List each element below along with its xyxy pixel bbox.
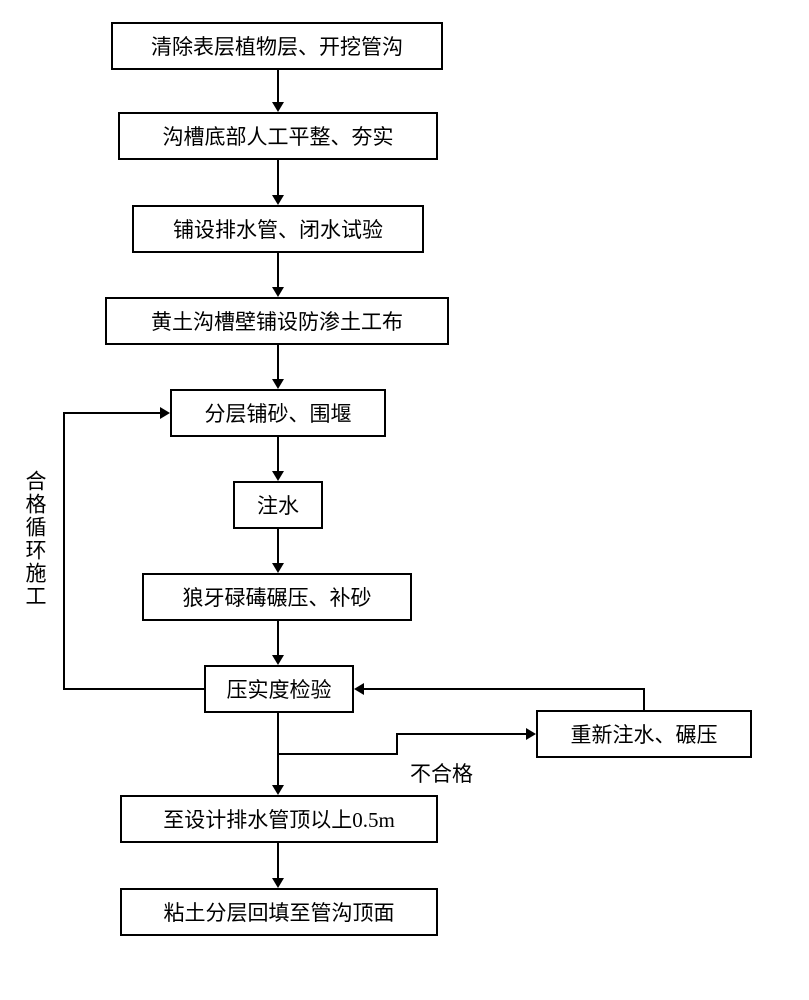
node-label: 狼牙碌碡碾压、补砂 <box>183 582 372 612</box>
arrow-1-2 <box>277 70 279 104</box>
arrowhead-7-8 <box>272 655 284 665</box>
arrow-6-7 <box>277 529 279 565</box>
node-label: 注水 <box>257 490 299 520</box>
arrowhead-9-10 <box>272 878 284 888</box>
node-label: 分层铺砂、围堰 <box>205 398 352 428</box>
n11-back-v <box>643 688 645 710</box>
node-label: 粘土分层回填至管沟顶面 <box>164 897 395 927</box>
node-lay-drain: 铺设排水管、闭水试验 <box>132 205 424 253</box>
label-unqualified: 不合格 <box>410 758 473 788</box>
arrowhead-branch-n11 <box>526 728 536 740</box>
arrowhead-6-7 <box>272 563 284 573</box>
node-geotextile: 黄土沟槽壁铺设防渗土工布 <box>105 297 449 345</box>
node-label: 压实度检验 <box>227 674 332 704</box>
node-water-inject: 注水 <box>233 481 323 529</box>
node-compaction-test: 压实度检验 <box>204 665 354 713</box>
branch-to-n11-v <box>396 733 398 755</box>
arrow-5-6 <box>277 437 279 473</box>
loop-left-vertical <box>63 412 65 690</box>
node-layered-sand: 分层铺砂、围堰 <box>170 389 386 437</box>
arrowhead-1-2 <box>272 102 284 112</box>
arrowhead-5-6 <box>272 471 284 481</box>
node-design-height: 至设计排水管顶以上0.5m <box>120 795 438 843</box>
arrowhead-loop-left <box>160 407 170 419</box>
flowchart-container: 清除表层植物层、开挖管沟 沟槽底部人工平整、夯实 铺设排水管、闭水试验 黄土沟槽… <box>0 0 809 1000</box>
node-label: 至设计排水管顶以上0.5m <box>163 804 395 834</box>
node-clear-surface: 清除表层植物层、开挖管沟 <box>111 22 443 70</box>
arrow-7-8 <box>277 621 279 657</box>
arrowhead-2-3 <box>272 195 284 205</box>
node-label: 重新注水、碾压 <box>571 719 718 749</box>
arrow-3-4 <box>277 253 279 289</box>
arrowhead-3-4 <box>272 287 284 297</box>
branch-to-n11-h <box>278 753 398 755</box>
node-label: 清除表层植物层、开挖管沟 <box>151 31 403 61</box>
node-label: 黄土沟槽壁铺设防渗土工布 <box>151 306 403 336</box>
loop-left-bottom <box>63 688 204 690</box>
arrow-4-5 <box>277 345 279 381</box>
arrow-9-10 <box>277 843 279 880</box>
arrowhead-8-9 <box>272 785 284 795</box>
node-clay-backfill: 粘土分层回填至管沟顶面 <box>120 888 438 936</box>
node-label: 沟槽底部人工平整、夯实 <box>163 121 394 151</box>
arrowhead-n11-back <box>354 683 364 695</box>
arrow-8-9 <box>277 713 279 787</box>
node-rewater-recompact: 重新注水、碾压 <box>536 710 752 758</box>
node-label: 铺设排水管、闭水试验 <box>173 214 383 244</box>
branch-to-n11-h2 <box>396 733 528 735</box>
label-qualified-loop: 合格循环施工 <box>20 470 50 608</box>
node-level-compact: 沟槽底部人工平整、夯实 <box>118 112 438 160</box>
n11-back-h <box>364 688 645 690</box>
node-roller-compact: 狼牙碌碡碾压、补砂 <box>142 573 412 621</box>
arrow-2-3 <box>277 160 279 197</box>
arrowhead-4-5 <box>272 379 284 389</box>
loop-left-top <box>63 412 160 414</box>
